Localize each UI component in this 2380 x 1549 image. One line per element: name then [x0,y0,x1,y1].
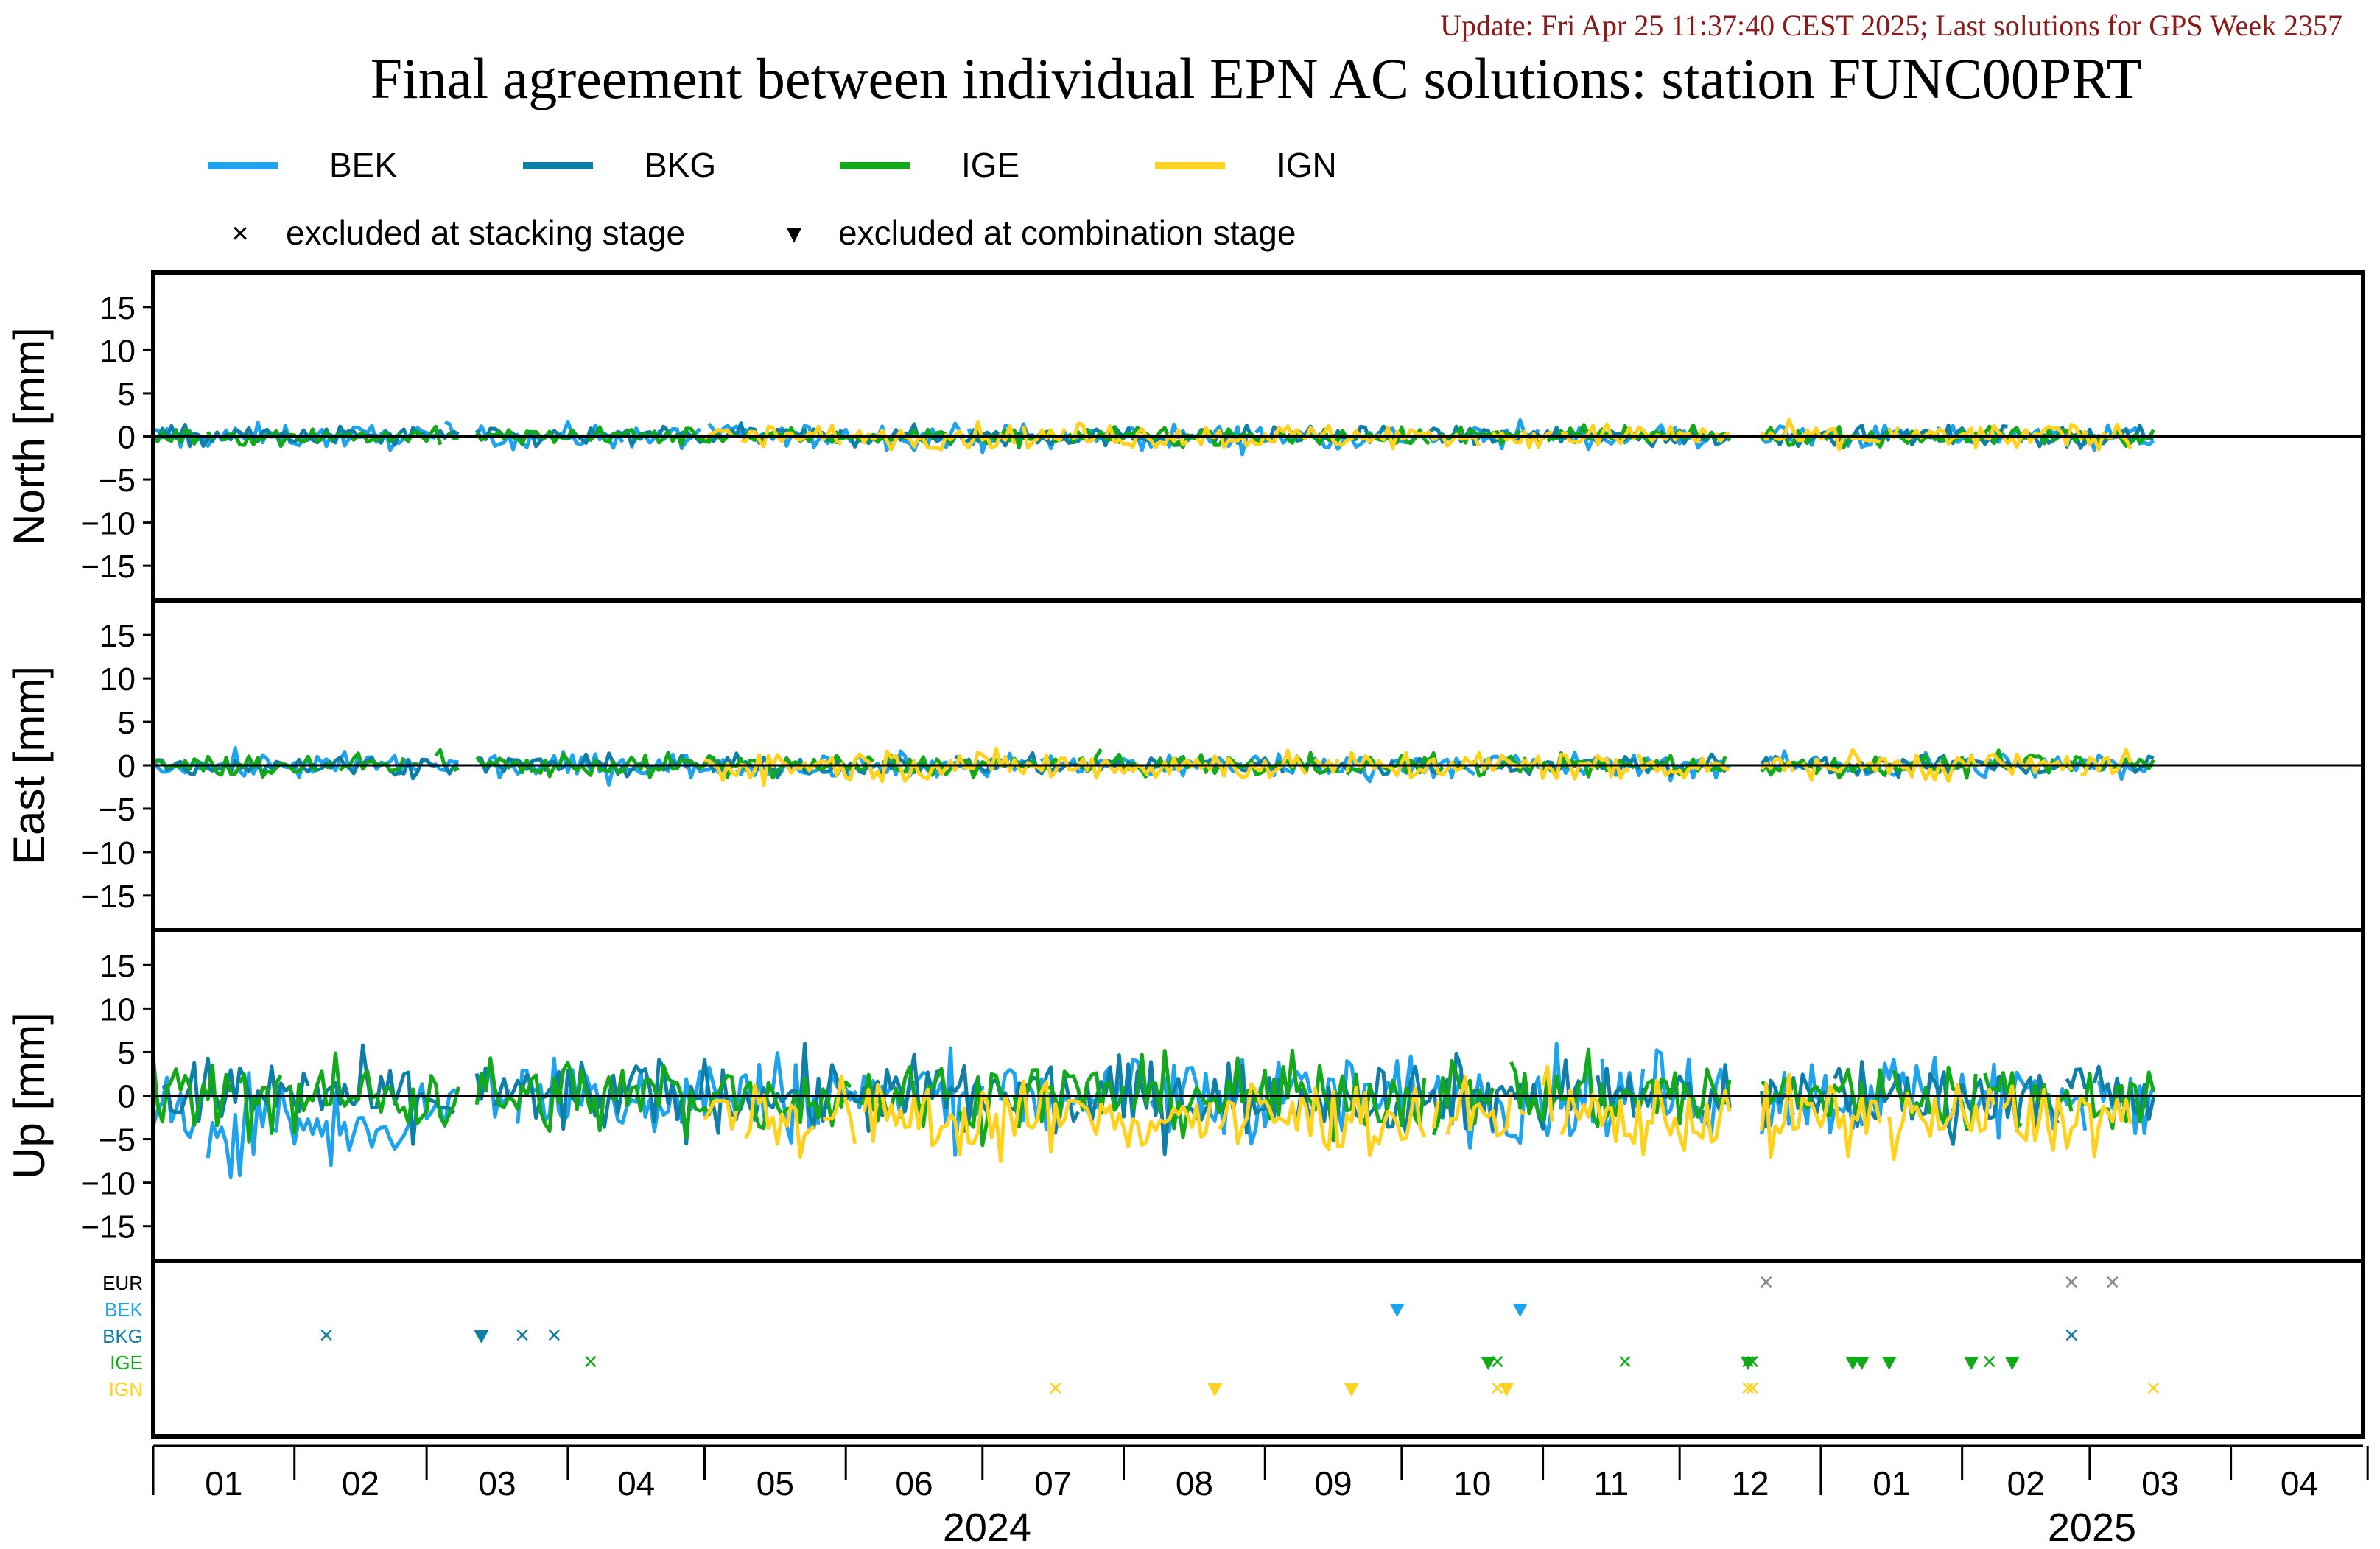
legend-label-bkg: BKG [645,146,716,184]
ytick-label-north--15: −15 [80,549,136,585]
x-month-label: 10 [1453,1464,1491,1503]
exclusion-marker-stacking: × [1490,1348,1505,1376]
x-month-label: 12 [1731,1464,1769,1503]
legend-combination-label: excluded at combination stage [838,214,1296,252]
x-month-label: 01 [205,1464,242,1503]
exclusion-row-label-ign: IGN [109,1378,143,1400]
exclusion-marker-stacking: × [1982,1348,1997,1376]
legend-label-ige: IGE [961,146,1019,184]
exclusion-marker-stacking: × [1745,1374,1760,1402]
ylabel-east: East [mm] [4,666,54,865]
x-month-label: 11 [1593,1464,1629,1503]
exclusion-marker-stacking: × [515,1321,530,1349]
ytick-label-up--10: −10 [80,1166,136,1202]
exclusion-marker-stacking: × [2105,1268,2120,1296]
x-month-label: 02 [2007,1464,2045,1503]
exclusion-marker-stacking: × [547,1321,561,1349]
exclusion-marker-combination [1344,1383,1359,1397]
ytick-label-east--15: −15 [80,879,136,915]
exclusion-marker-combination [1964,1357,1979,1370]
exclusion-marker-combination [1854,1357,1870,1370]
x-month-label: 07 [1034,1464,1072,1503]
x-month-label: 04 [617,1464,655,1503]
ytick-label-east-15: 15 [99,618,136,654]
legend-stacking-label: excluded at stacking stage [286,214,685,252]
x-axis: 01 02 03 04 05 06 07 08 09 10 11 12 01 02 03 04 2024 2025 [152,1444,2369,1549]
ytick-label-east--10: −10 [80,835,136,871]
ytick-label-up--5: −5 [99,1123,136,1159]
legend-label-bek: BEK [329,146,397,184]
x-month-label: 03 [2141,1464,2179,1503]
exclusion-row-label-bkg: BKG [102,1325,143,1347]
exclusion-marker-combination [1881,1357,1897,1370]
panels: 15 10 5 0 −5 −10 −15 North [mm] 15 10 5 0 −5 −10 −15 Ea… [4,270,2365,1263]
exclusion-row-label-ige: IGE [110,1352,143,1374]
x-month-label: 04 [2281,1464,2318,1503]
exclusion-marker-stacking: × [1741,1374,1755,1402]
chart-title: Final agreement between individual EPN A… [371,46,2142,110]
exclusion-frame [151,1259,2365,1439]
ytick-label-east-10: 10 [99,661,136,698]
exclusion-marker-stacking: × [319,1321,334,1349]
update-text: Update: Fri Apr 25 11:37:40 CEST 2025; L… [1440,9,2342,42]
exclusion-marker-stacking: × [1759,1268,1774,1296]
exclusion-marker-combination [1499,1383,1514,1397]
x-year-label: 2025 [2048,1506,2136,1545]
x-month-label: 06 [895,1464,933,1503]
ytick-label-north--5: −5 [99,463,136,499]
ytick-label-north-0: 0 [118,420,136,456]
exclusion-marker-combination [2004,1357,2020,1370]
legend-label-ign: IGN [1277,146,1337,184]
x-year-label: 2024 [943,1506,1031,1545]
x-month-label: 05 [757,1464,794,1503]
ytick-label-east--5: −5 [99,792,136,828]
panel-up: 15 10 5 0 −5 −10 −15 Up [mm] [4,928,2365,1263]
legend: BEK BKG IGE IGN × excluded at stacking stage ▾… [208,146,1337,252]
exclusion-row-label-eur: EUR [102,1272,143,1294]
series-east-ign [704,746,2132,787]
x-month-label: 08 [1176,1464,1213,1503]
exclusion-marker-combination [1481,1357,1496,1370]
legend-stacking-marker: × [231,217,248,250]
series-up-ign [703,1064,2132,1163]
legend-combination-marker: ▾ [787,217,801,250]
exclusion-marker-stacking: × [2146,1374,2161,1402]
ytick-label-north-10: 10 [99,333,136,369]
exclusion-marker-stacking: × [1745,1348,1760,1376]
ytick-label-north-15: 15 [99,290,136,326]
ylabel-north: North [mm] [4,327,54,546]
exclusion-marker-combination [1740,1357,1755,1370]
ytick-label-up-10: 10 [99,991,136,1028]
x-month-label: 09 [1314,1464,1352,1503]
x-month-label: 02 [342,1464,379,1503]
panel-east: 15 10 5 0 −5 −10 −15 East [mm] [4,598,2365,932]
panel-north: 15 10 5 0 −5 −10 −15 North [mm] [4,270,2365,603]
exclusion-marker-combination [1389,1304,1405,1317]
ytick-label-east-0: 0 [118,748,136,784]
ytick-label-up-5: 5 [118,1035,136,1071]
exclusion-marker-stacking: × [583,1348,598,1376]
exclusion-marker-stacking: × [1490,1374,1505,1402]
ytick-label-east-5: 5 [118,705,136,741]
ytick-label-up--15: −15 [80,1209,136,1246]
exclusion-marker-stacking: × [1618,1348,1632,1376]
exclusion-marker-stacking: × [2064,1268,2079,1296]
ytick-label-up-15: 15 [99,948,136,984]
ytick-label-north-5: 5 [118,376,136,412]
ylabel-up: Up [mm] [4,1012,54,1179]
exclusion-row-label-bek: BEK [105,1299,144,1321]
exclusion-marker-combination [474,1330,489,1343]
exclusion-marker-combination [1512,1304,1528,1317]
exclusion-marker-stacking: × [1048,1374,1063,1402]
exclusion-marker-combination [1207,1383,1223,1397]
ytick-label-up-0: 0 [118,1079,136,1115]
x-month-label: 03 [478,1464,516,1503]
exclusion-marker-stacking: × [2064,1321,2079,1349]
x-month-label: 01 [1872,1464,1910,1503]
ytick-label-north--10: −10 [80,506,136,542]
